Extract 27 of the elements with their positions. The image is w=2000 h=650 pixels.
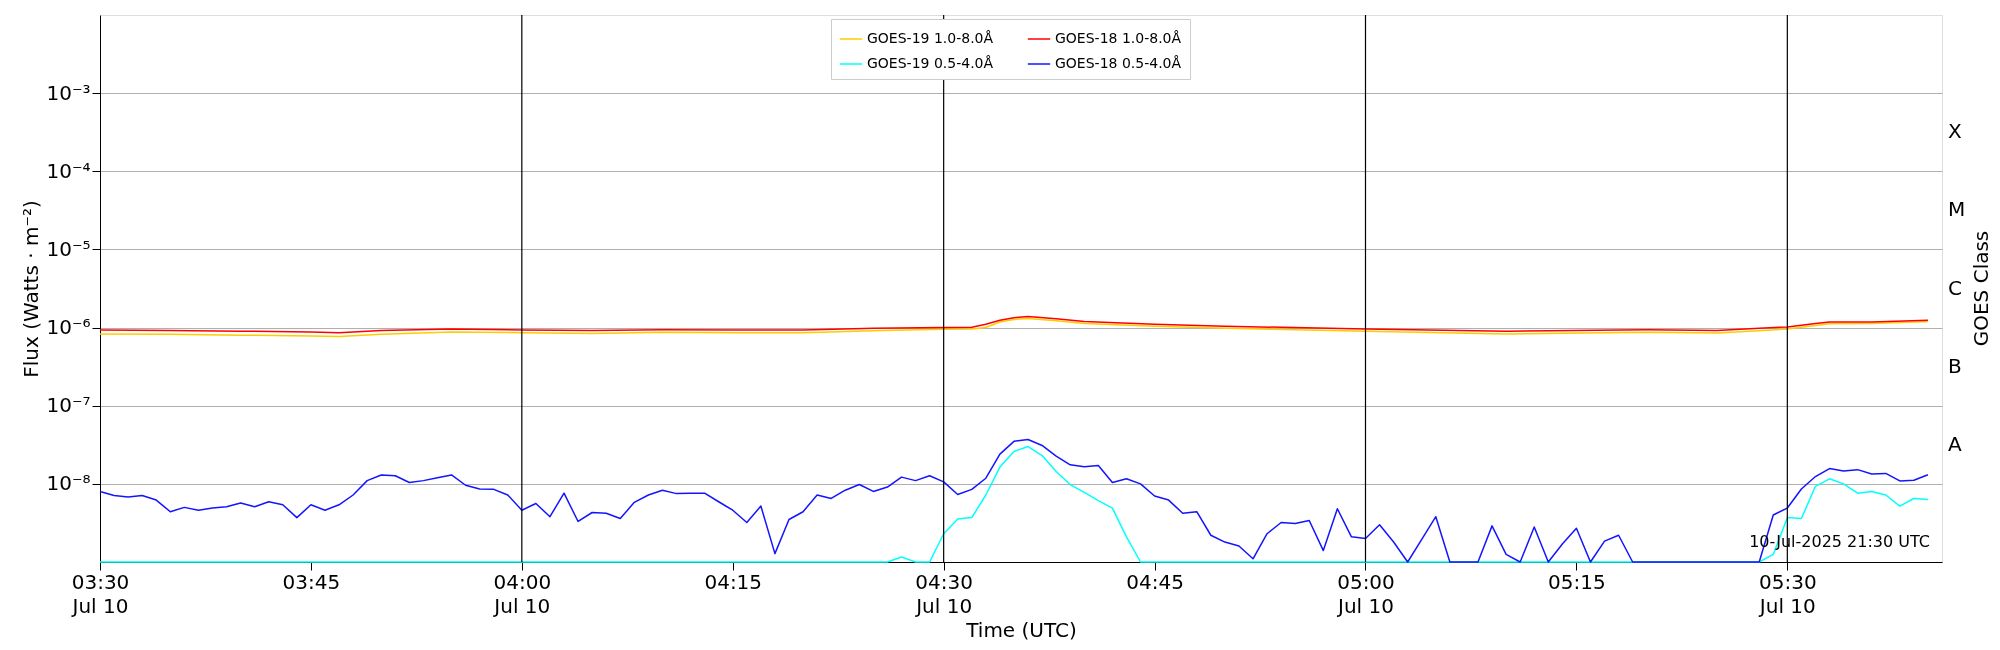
x-tick-label: 04:30 Jul 10 xyxy=(914,569,973,618)
legend-label: GOES-18 0.5-4.0Å xyxy=(1055,55,1182,71)
x-tick-label: 05:00 Jul 10 xyxy=(1336,569,1395,618)
y-tick-label: 10⁻⁸ xyxy=(46,471,91,496)
y-axis-title: Flux (Watts · m⁻²) xyxy=(19,200,44,378)
text: C xyxy=(1948,275,1962,300)
x-tick-label: 04:15 xyxy=(704,569,763,594)
x-tick-label: 04:00 Jul 10 xyxy=(492,569,552,618)
y-tick-label: 10⁻⁵ xyxy=(46,236,91,261)
y-tick-label: 10⁻⁷ xyxy=(46,393,91,418)
x-tick-label: 03:45 xyxy=(282,569,341,594)
text: X xyxy=(1948,119,1962,144)
x-tick-label: 04:45 xyxy=(1126,569,1184,594)
legend-label: GOES-19 0.5-4.0Å xyxy=(867,55,994,71)
y-tick-label: 10⁻³ xyxy=(46,80,91,105)
text: M xyxy=(1948,197,1966,222)
text: B xyxy=(1948,353,1962,378)
legend-label: GOES-19 1.0-8.0Å xyxy=(867,30,994,46)
x-tick-label: 05:30 Jul 10 xyxy=(1757,569,1817,618)
legend-label: GOES-18 1.0-8.0Å xyxy=(1055,30,1182,46)
y2-axis-title: GOES Class xyxy=(1969,230,1993,347)
y-tick-label: 10⁻⁴ xyxy=(46,158,91,183)
text: A xyxy=(1948,431,1962,456)
x-axis-title: Time (UTC) xyxy=(965,617,1077,642)
x-tick-label: 05:15 xyxy=(1548,569,1606,594)
x-tick-label: 03:30 Jul 10 xyxy=(70,569,130,618)
y-tick-label: 10⁻⁶ xyxy=(46,315,91,340)
